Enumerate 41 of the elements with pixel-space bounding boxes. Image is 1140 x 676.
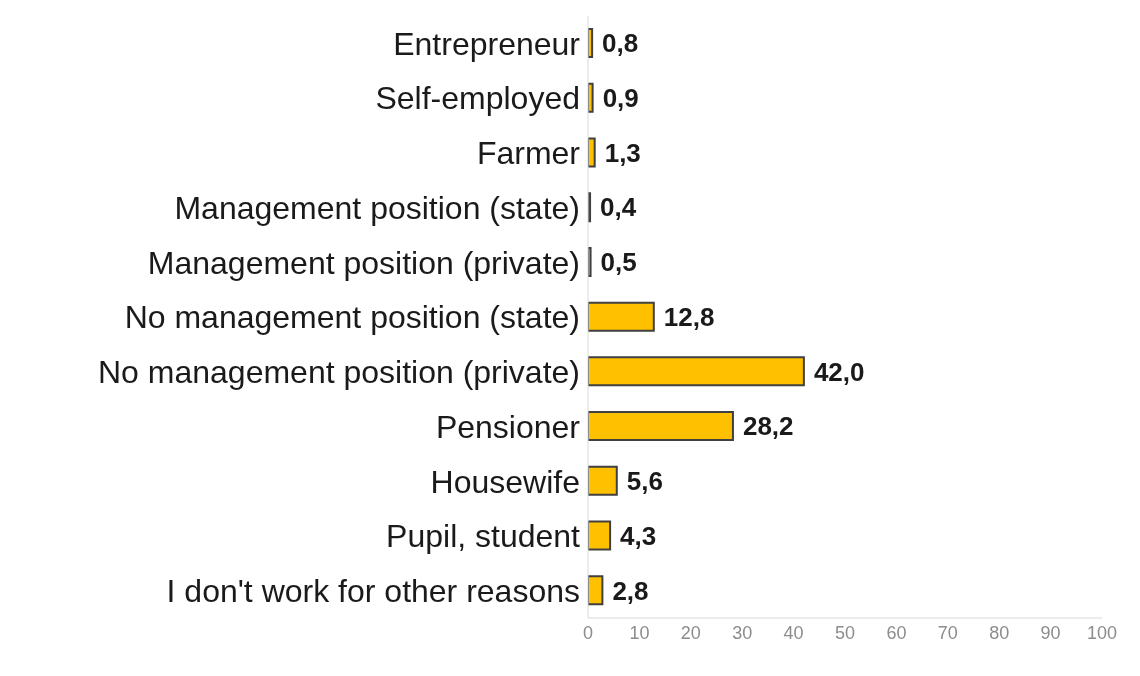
y-tick-label: No management position (state) [124,299,580,336]
x-tick-label: 30 [732,622,753,643]
y-tick-label: Pensioner [435,408,581,445]
x-tick-label: 70 [937,622,958,643]
x-tick-label: 90 [1040,622,1061,643]
y-tick-label: Farmer [476,135,581,172]
data-label: 0,9 [602,82,639,113]
x-tick-label: 40 [783,622,804,643]
y-tick-label: Management position (state) [174,189,580,226]
x-tick-label: 50 [834,622,856,643]
data-label: 0,4 [600,192,637,223]
data-label: 42,0 [813,356,865,387]
y-tick-label: Housewife [430,463,580,500]
bar [588,301,655,332]
y-tick-label: Pupil, student [386,518,581,555]
x-tick-label: 100 [1086,622,1118,643]
y-tick-label: Self-employed [375,80,580,117]
x-tick-label: 60 [886,622,907,643]
bar [588,520,612,551]
data-label: 1,3 [604,137,641,168]
bar [588,575,604,606]
data-label: 0,8 [602,28,639,59]
bar [588,82,594,113]
y-tick-label: No management position (private) [97,354,580,391]
bar [588,465,618,496]
bar [588,356,805,387]
y-tick-label: I don't work for other reasons [166,573,580,609]
data-label: 12,8 [663,301,715,332]
y-tick-label: Management position (private) [147,244,580,281]
x-tick-label: 0 [582,622,594,643]
x-tick-label: 10 [629,622,650,643]
bar [588,137,596,168]
data-label: 0,5 [600,247,637,278]
bar [588,411,734,442]
y-tick-label: Entrepreneur [393,25,581,62]
data-label: 4,3 [620,520,657,551]
x-tick-label: 20 [680,622,701,643]
data-label: 2,8 [612,575,649,606]
data-label: 28,2 [742,411,794,442]
x-tick-label: 80 [989,622,1010,643]
data-label: 5,6 [626,466,663,497]
